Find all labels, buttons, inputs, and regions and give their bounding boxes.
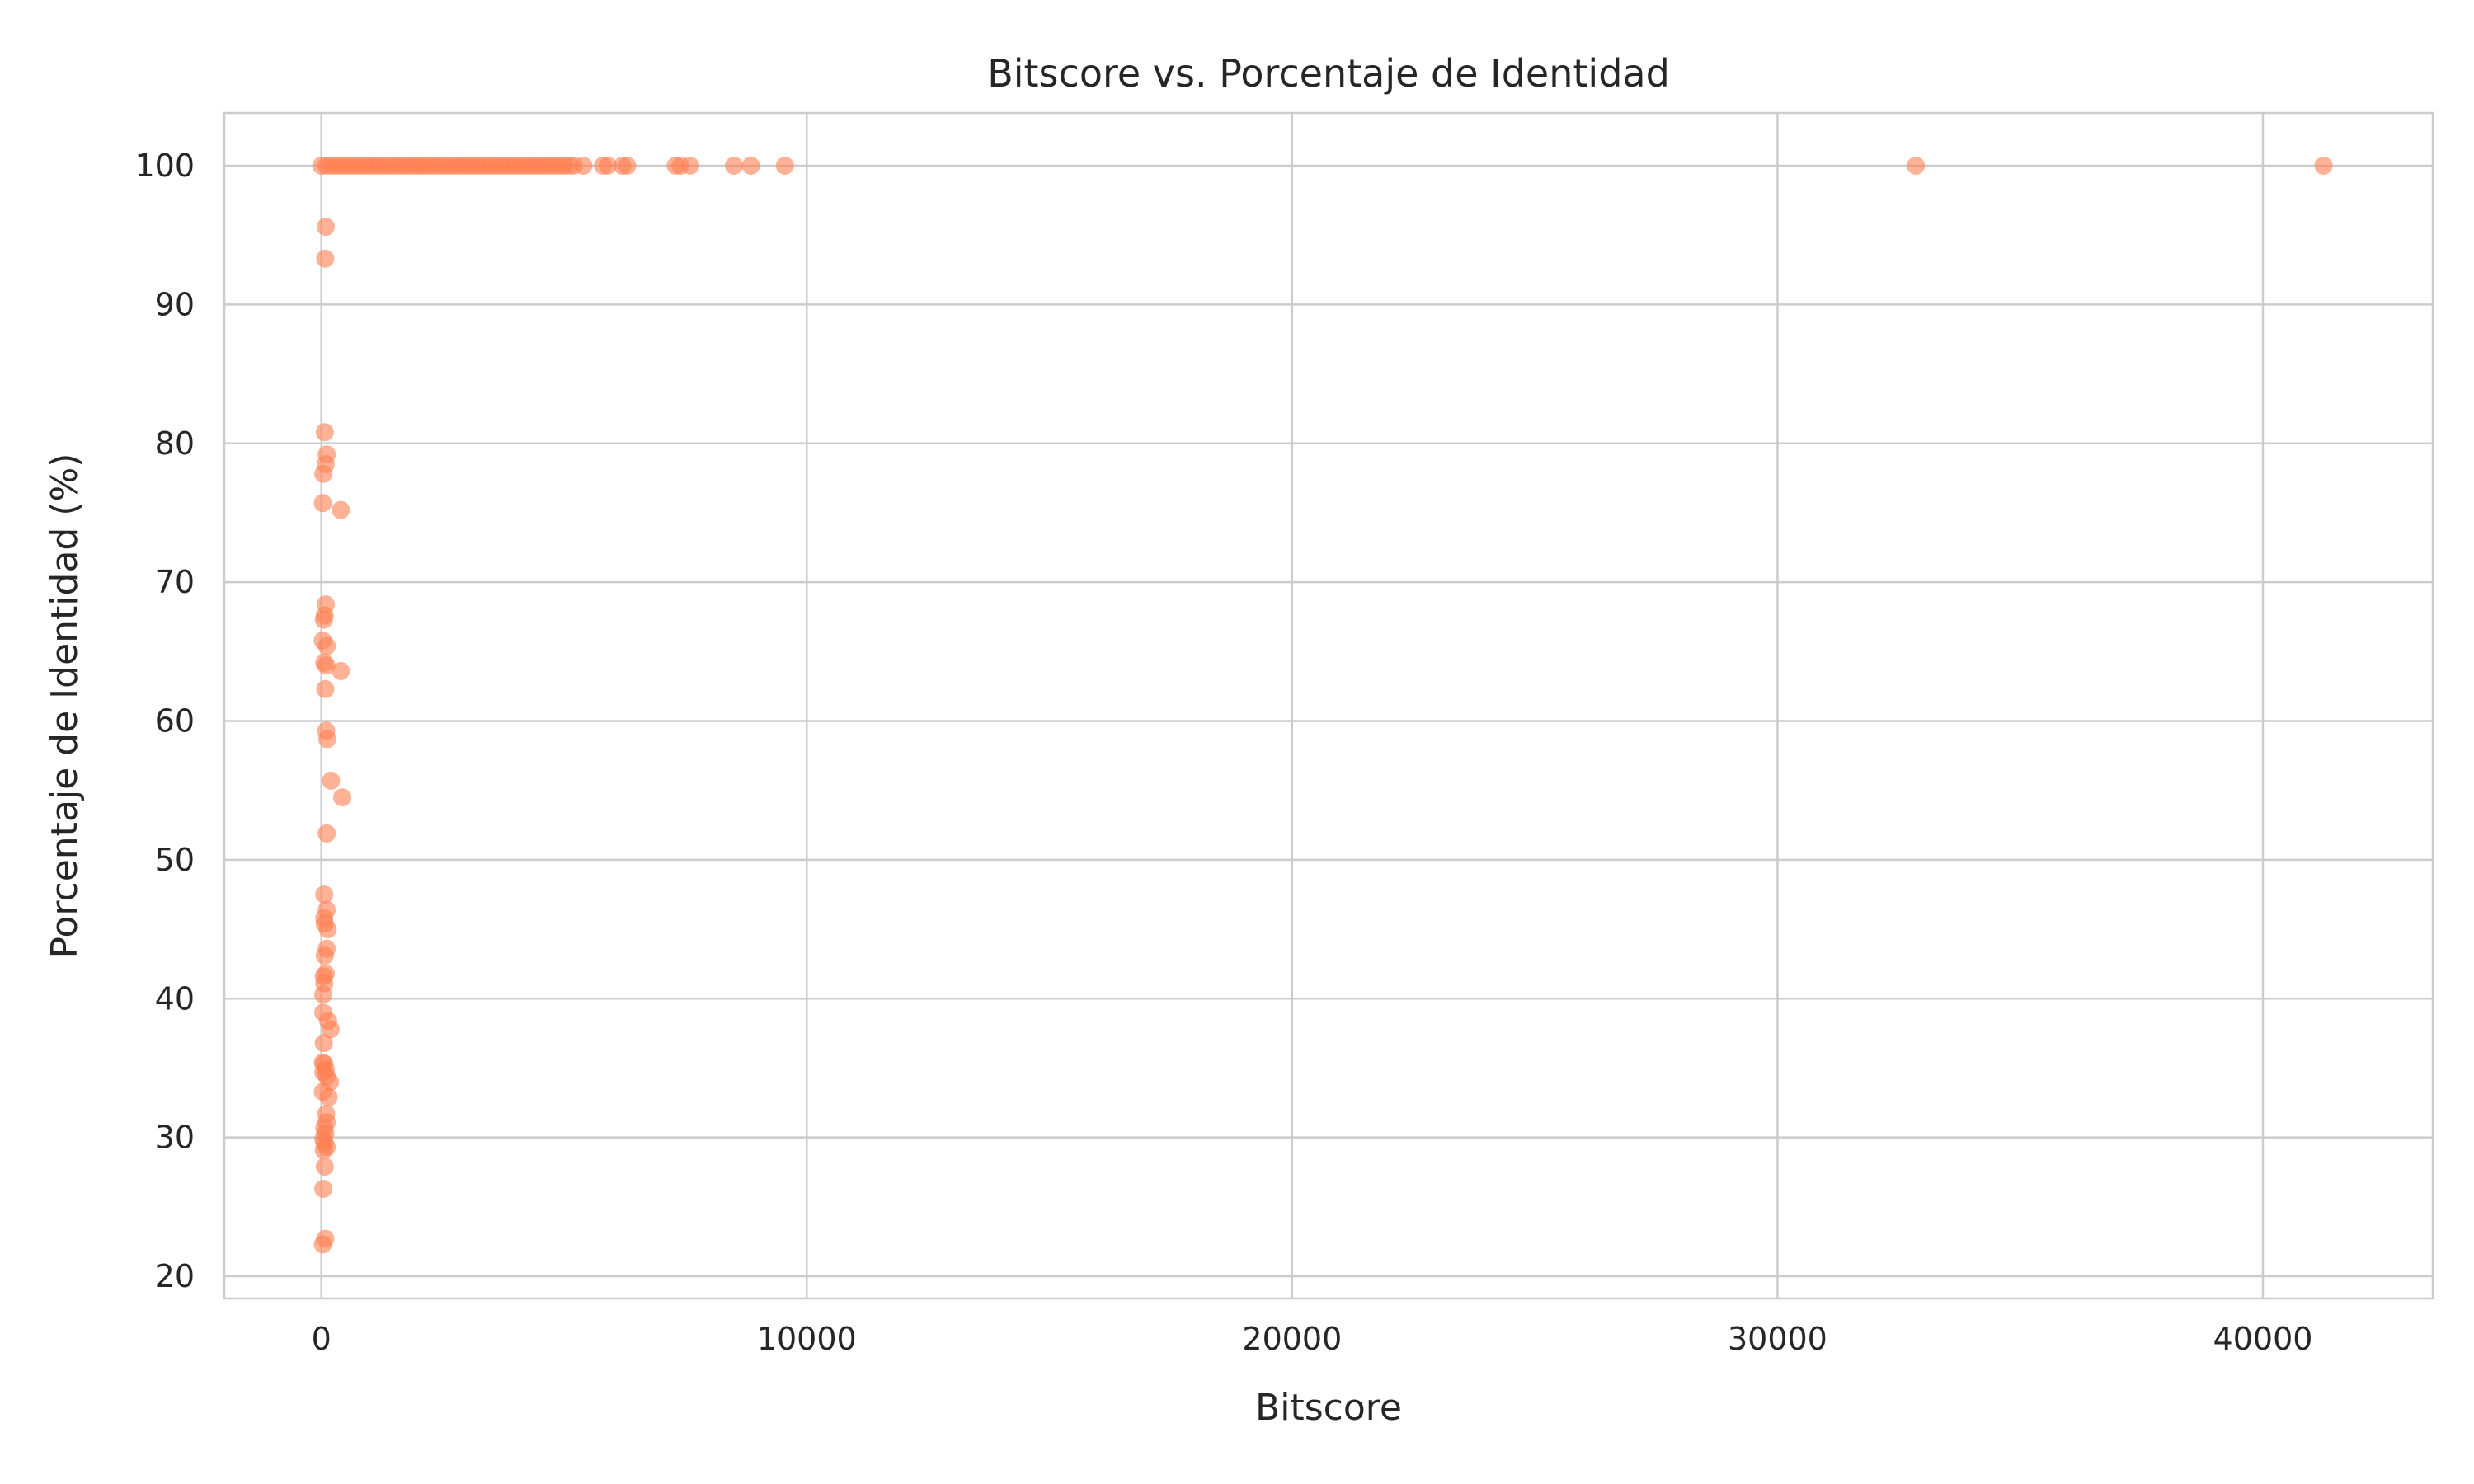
y-tick-label: 90: [155, 286, 195, 322]
data-point: [1907, 156, 1926, 175]
data-point: [314, 464, 333, 483]
y-tick-label: 60: [155, 703, 195, 740]
x-axis-label: Bitscore: [1255, 1387, 1402, 1429]
data-point: [315, 1158, 334, 1176]
y-tick-labels: 20 30 40 50 60 70 80 90 100: [134, 148, 195, 1294]
x-tick-label: 40000: [2213, 1321, 2313, 1357]
x-tick-label: 30000: [1728, 1321, 1827, 1357]
data-point: [316, 679, 335, 698]
data-point: [313, 494, 332, 513]
data-point: [315, 423, 334, 442]
y-tick-label: 30: [155, 1120, 195, 1156]
data-point: [2314, 156, 2333, 175]
grid-lines: [224, 113, 2433, 1298]
data-point: [332, 500, 350, 519]
x-tick-label: 10000: [757, 1321, 857, 1357]
y-axis-label: Porcentaje de Identidad (%): [44, 453, 86, 959]
data-point: [315, 946, 334, 965]
data-point: [775, 156, 794, 175]
data-point: [314, 985, 333, 1004]
data-point: [598, 156, 617, 175]
y-tick-label: 50: [155, 842, 195, 878]
data-point: [317, 656, 336, 675]
y-tick-label: 80: [155, 425, 195, 462]
data-point: [332, 661, 350, 680]
x-tick-label: 20000: [1242, 1321, 1342, 1357]
data-point: [317, 218, 336, 237]
y-tick-label: 70: [155, 564, 195, 600]
data-point: [314, 610, 333, 629]
data-point: [314, 1034, 333, 1053]
data-point: [317, 730, 336, 749]
data-point: [314, 1140, 333, 1159]
data-point: [318, 920, 337, 939]
data-point: [322, 771, 341, 790]
chart-title: Bitscore vs. Porcentaje de Identidad: [987, 51, 1670, 96]
data-point: [741, 156, 760, 175]
y-tick-label: 20: [155, 1258, 195, 1294]
data-point: [319, 1087, 338, 1106]
data-point: [315, 885, 334, 904]
data-point: [317, 824, 336, 843]
data-points: [312, 156, 2333, 1254]
data-point: [618, 156, 637, 175]
y-tick-label: 40: [155, 980, 195, 1017]
y-tick-label: 100: [134, 148, 195, 184]
data-point: [321, 1020, 340, 1039]
data-point: [725, 156, 743, 175]
data-point: [316, 249, 335, 268]
data-point: [313, 1235, 332, 1254]
data-point: [333, 788, 352, 807]
x-tick-labels: 0 10000 20000 30000 40000: [312, 1321, 2313, 1357]
data-point: [314, 1179, 333, 1198]
x-tick-label: 0: [312, 1321, 332, 1357]
plot-frame: [223, 111, 2434, 1300]
data-point: [574, 156, 593, 175]
data-point: [681, 156, 700, 175]
data-point: [317, 636, 336, 655]
